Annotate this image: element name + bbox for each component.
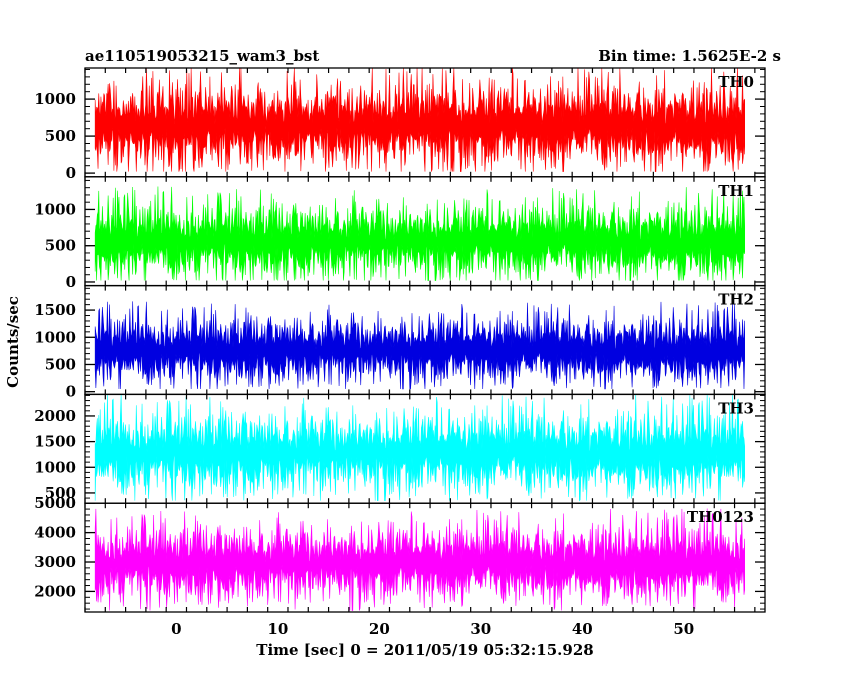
x-tick-label: 20 — [369, 620, 390, 638]
y-tick-label: 2000 — [34, 582, 76, 600]
y-tick-label: 500 — [45, 237, 76, 255]
x-axis-label: Time [sec] 0 = 2011/05/19 05:32:15.928 — [256, 641, 593, 659]
x-tick-label: 0 — [171, 620, 181, 638]
x-tick-label: 30 — [470, 620, 491, 638]
y-tick-label: 1500 — [34, 301, 76, 319]
series-th3 — [94, 394, 745, 502]
panel-label: TH0 — [718, 73, 754, 91]
y-tick-label: 0 — [66, 273, 76, 291]
panel-label: TH2 — [718, 291, 754, 309]
series-th1 — [94, 186, 745, 281]
bin-time-label: Bin time: 1.5625E-2 s — [598, 47, 781, 65]
panel-label: TH1 — [718, 182, 754, 200]
y-axis-label: Counts/sec — [4, 296, 22, 388]
x-tick-label: 40 — [572, 620, 593, 638]
y-tick-label: 1000 — [34, 328, 76, 346]
x-tick-label: 50 — [673, 620, 694, 638]
y-tick-label: 4000 — [34, 524, 76, 542]
series-th0 — [94, 68, 745, 172]
series-th2 — [94, 301, 745, 390]
y-tick-label: 500 — [45, 355, 76, 373]
y-tick-label: 3000 — [34, 553, 76, 571]
y-tick-label: 1000 — [34, 458, 76, 476]
y-tick-label: 1000 — [34, 90, 76, 108]
panel-th0123: 2000 3000 4000 5000 TH0123 — [34, 494, 766, 613]
y-tick-label: 500 — [45, 127, 76, 145]
panel-th0: 0 500 1000 TH0 — [34, 67, 766, 182]
y-tick-label: 2000 — [34, 407, 76, 425]
panels-group: 05001000TH005001000TH1050010001500TH2500… — [34, 67, 766, 638]
y-tick-label: 5000 — [34, 494, 76, 512]
chart-title: ae110519053215_wam3_bst — [85, 47, 319, 65]
panel-th2: 0 500 1000 1500 TH2 — [34, 284, 766, 401]
series-th0123 — [94, 508, 745, 611]
y-tick-label: 0 — [66, 383, 76, 401]
y-tick-label: 1000 — [34, 200, 76, 218]
y-tick-label: 1500 — [34, 433, 76, 451]
panel-label: TH0123 — [687, 508, 754, 526]
x-tick-label: 10 — [267, 620, 288, 638]
y-tick-label: 0 — [66, 164, 76, 182]
panel-th3: 500 1000 1500 2000 TH3 — [34, 393, 766, 504]
panel-frame — [84, 502, 766, 613]
panel-th1: 0 500 1000 TH1 — [34, 176, 766, 291]
y-tick-label: 500 — [45, 484, 76, 502]
panel-label: TH3 — [718, 399, 754, 417]
